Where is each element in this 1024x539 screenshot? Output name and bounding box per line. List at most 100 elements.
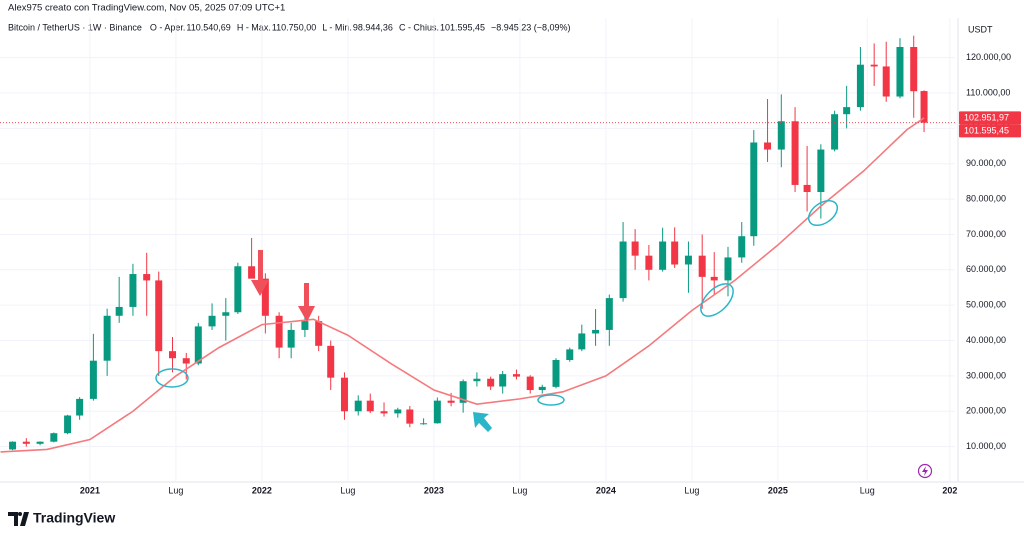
candle: [619, 222, 627, 302]
candle: [671, 227, 679, 269]
candle: [380, 402, 388, 417]
x-tick-label: 2023: [424, 485, 444, 495]
arrow: [251, 250, 269, 296]
y-tick-label: 110.000,00: [966, 87, 1010, 97]
candle-body: [103, 315, 111, 361]
candle-body: [459, 381, 467, 403]
candle: [354, 395, 362, 416]
candle-body: [856, 64, 864, 108]
candle-body: [194, 326, 202, 364]
candle-body: [275, 315, 283, 348]
candle: [50, 432, 58, 443]
candle: [659, 227, 667, 272]
candle-body: [552, 359, 560, 387]
annotations: [155, 199, 839, 406]
price-tag: [959, 124, 1021, 138]
lightning-circle[interactable]: [917, 463, 933, 479]
y-tick-label: 50.000,00: [966, 300, 1006, 310]
legend-text: L - Min.: [322, 22, 352, 32]
candle: [394, 407, 402, 418]
candle: [920, 90, 928, 133]
candle-body: [684, 255, 692, 265]
legend-text: C - Chius.: [399, 22, 439, 32]
candle-body: [9, 441, 17, 450]
candle: [194, 322, 202, 366]
candle-body: [803, 184, 811, 192]
candle-body: [380, 411, 388, 414]
brand: TradingView: [33, 510, 115, 526]
plot: 10.000,00 20.000,00 30.000,00 40.000,00 50.0…: [0, 18, 1021, 495]
candle: [843, 85, 851, 129]
candle: [36, 441, 44, 446]
candle: [684, 241, 692, 293]
logo-dot: [18, 512, 22, 516]
candle: [566, 347, 574, 362]
arrows: [251, 250, 492, 432]
candle: [882, 41, 890, 102]
legend-text: H - Max.: [237, 22, 271, 32]
candle: [750, 130, 758, 246]
candle-body: [420, 423, 428, 425]
legend-line: Bitcoin / TetherUS · 1W · Binance O - Ape…: [8, 22, 571, 32]
lightning[interactable]: [917, 463, 933, 479]
candle: [552, 358, 560, 389]
candle: [103, 308, 111, 376]
candle: [777, 94, 785, 168]
candle-body: [406, 409, 414, 424]
logo: TradingView: [8, 510, 115, 526]
candle: [499, 370, 507, 394]
candle-body: [605, 298, 613, 330]
candle-body: [631, 241, 639, 256]
candle: [870, 43, 878, 86]
candle: [645, 245, 653, 281]
candle: [764, 98, 772, 162]
candle-body: [315, 321, 323, 346]
candle: [605, 294, 613, 346]
x-tick-label: 2022: [252, 485, 272, 495]
candle: [592, 309, 600, 346]
candle-body: [578, 333, 586, 350]
moving-average: [0, 117, 925, 453]
candle-body: [698, 255, 706, 277]
lightning-icon[interactable]: [922, 466, 928, 476]
candle-body: [248, 266, 256, 279]
x-tick-label: Lug: [860, 485, 875, 495]
x-tick-label: 202: [942, 485, 957, 495]
y-tick-label: 40.000,00: [966, 335, 1006, 345]
candle: [22, 438, 30, 447]
legend-text: 110.540,69: [186, 22, 230, 32]
candle: [89, 333, 97, 401]
candle: [9, 441, 17, 451]
candle: [831, 110, 839, 152]
y-tick-label: 10.000,00: [966, 441, 1006, 451]
candle: [512, 369, 520, 380]
candle-body: [777, 121, 785, 150]
candle: [724, 246, 732, 297]
candle: [856, 47, 864, 111]
candle: [433, 397, 441, 424]
legend-text: 98.944,36: [353, 22, 393, 32]
candle: [340, 372, 348, 420]
candle-body: [222, 312, 230, 316]
arrow: [473, 412, 492, 432]
candle: [287, 322, 295, 359]
y-tick-label: 90.000,00: [966, 158, 1006, 168]
candle: [459, 379, 467, 413]
y-tick-label: 30.000,00: [966, 370, 1006, 380]
candle-body: [182, 358, 190, 364]
candle: [155, 271, 163, 376]
arrow: [298, 283, 315, 322]
candle-body: [50, 433, 58, 442]
candle-body: [22, 441, 30, 444]
candle-body: [512, 374, 520, 377]
candle-body: [843, 107, 851, 115]
candle-body: [526, 376, 534, 391]
price-tag-label: 101.595,45: [964, 125, 1009, 135]
y-tick-label: 120.000,00: [966, 52, 1011, 62]
x-tick-label: 2024: [596, 485, 616, 495]
candle-body: [234, 266, 242, 313]
candle-body: [115, 306, 123, 316]
candle-body: [645, 255, 653, 270]
